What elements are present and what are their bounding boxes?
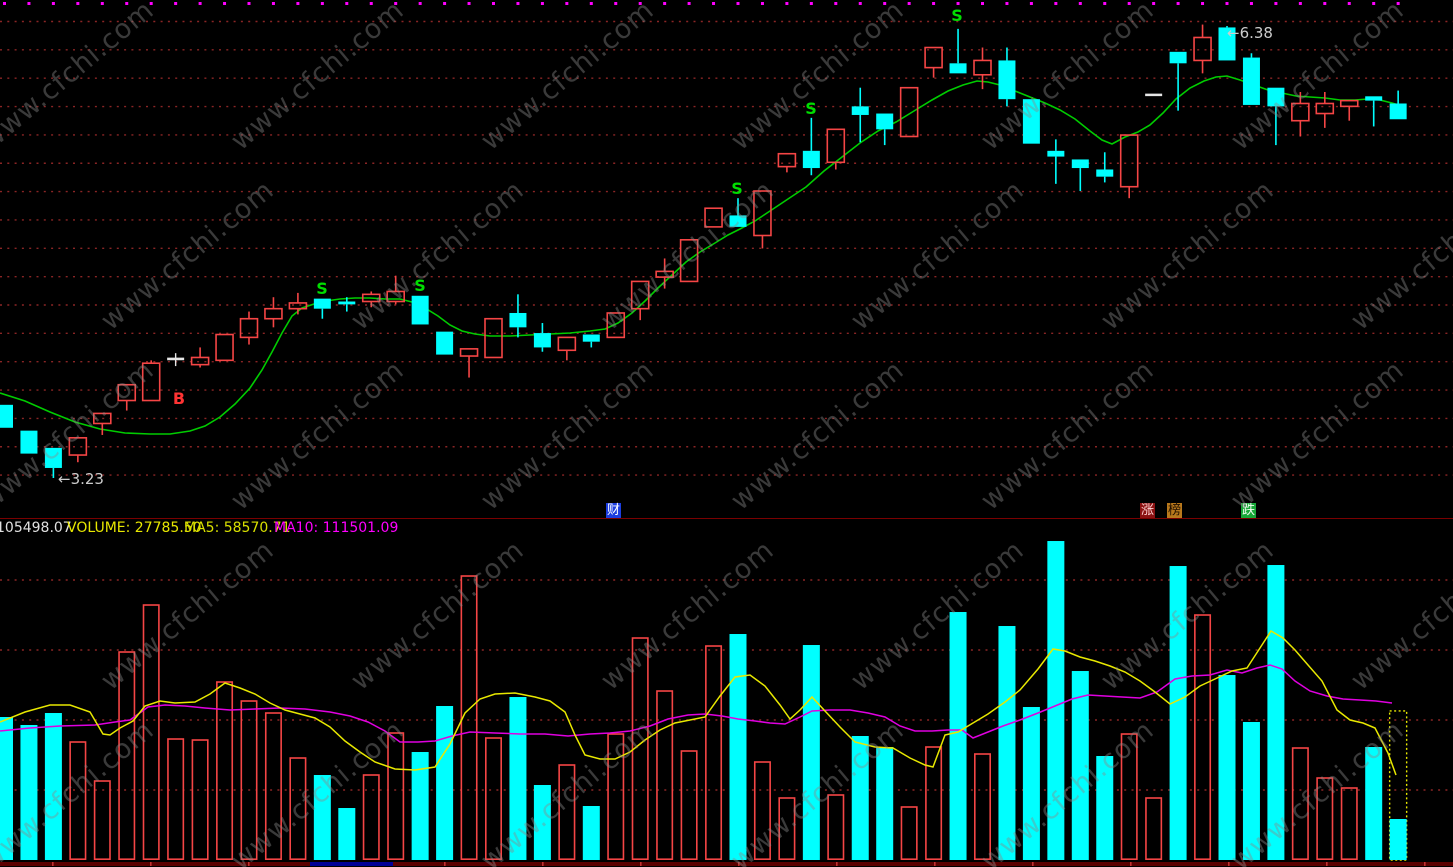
- candlestick-pane[interactable]: B S S S S S ←3.23 ←6.38: [0, 0, 1453, 503]
- pane-divider: 财 涨 榜 跌: [0, 503, 1453, 519]
- svg-text:B: B: [173, 389, 185, 408]
- hotkey-chip-rank[interactable]: 榜: [1167, 503, 1183, 518]
- volume-scale-max-label: 105498.07: [0, 520, 72, 536]
- svg-text:S: S: [414, 276, 426, 295]
- hotkey-chip-finance[interactable]: 财: [606, 503, 622, 518]
- volume-value-label: VOLUME: 27785.50: [67, 520, 202, 536]
- svg-text:S: S: [731, 179, 743, 198]
- svg-text:S: S: [316, 279, 328, 298]
- hotkey-chip-rise[interactable]: 涨: [1140, 503, 1156, 518]
- svg-text:S: S: [805, 99, 817, 118]
- svg-text:S: S: [951, 6, 963, 25]
- volume-pane[interactable]: [0, 537, 1453, 867]
- svg-text:←3.23: ←3.23: [58, 470, 104, 488]
- volume-ma10-label: MA10: 111501.09: [274, 520, 399, 536]
- volume-ma5-label: MA5: 58570.71: [184, 520, 291, 536]
- svg-text:←6.38: ←6.38: [1227, 24, 1273, 42]
- volume-header: 105498.07 VOLUME: 27785.50 MA5: 58570.71…: [0, 519, 1453, 537]
- hotkey-chip-fall[interactable]: 跌: [1241, 503, 1257, 518]
